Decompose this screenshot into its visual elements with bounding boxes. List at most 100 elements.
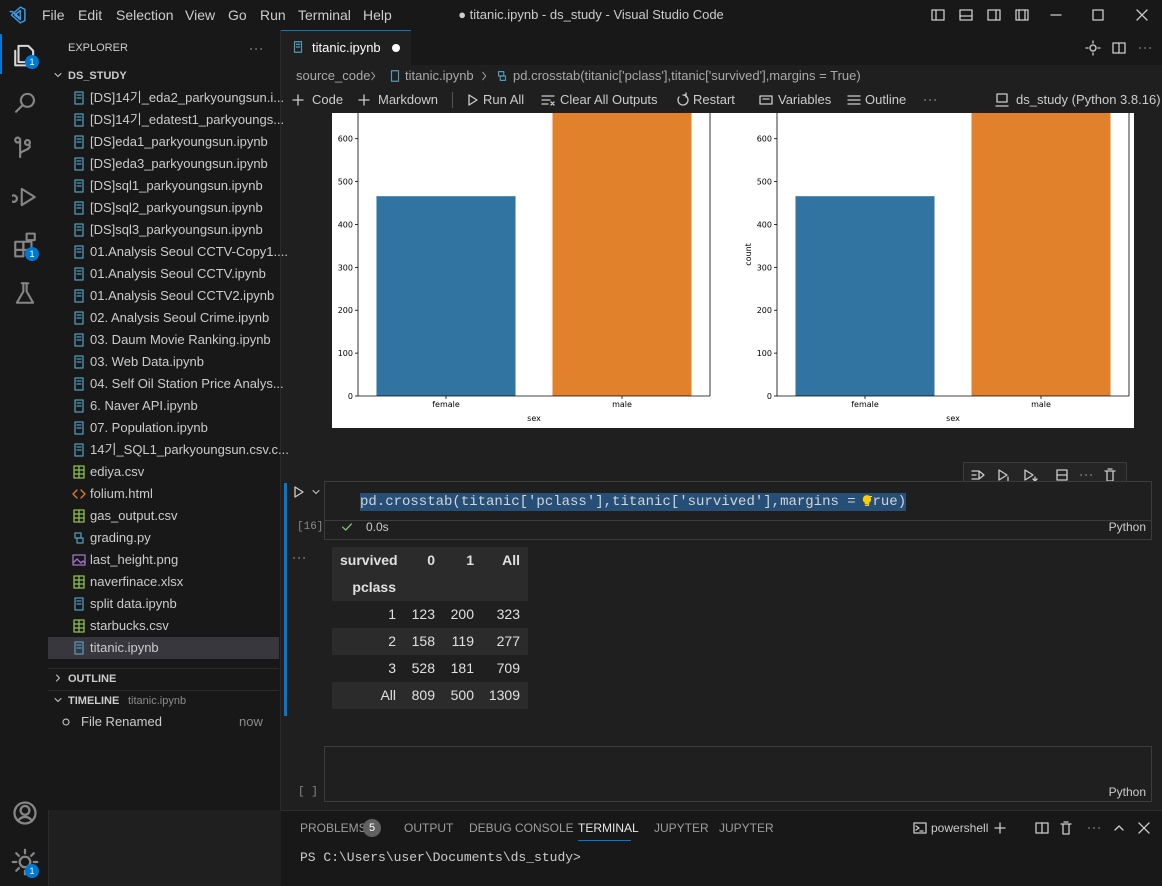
split-editor[interactable] [1111, 40, 1127, 56]
panel-action[interactable] [1058, 820, 1074, 836]
file-name[interactable]: 03. Web Data.ipynb [90, 354, 204, 369]
outline-header[interactable]: OUTLINE [68, 673, 117, 685]
breadcrumb[interactable]: pd.crosstab(titanic['pclass'],titanic['s… [513, 68, 861, 83]
file-name[interactable]: 03. Daum Movie Ranking.ipynb [90, 332, 271, 347]
account-icon[interactable] [11, 799, 39, 827]
toolbar-button[interactable]: Code [312, 92, 344, 107]
settings-gear[interactable] [1085, 40, 1101, 56]
menu-item[interactable]: Help [363, 7, 392, 23]
panel-tab[interactable]: PROBLEMS [300, 821, 367, 835]
breadcrumb[interactable]: titanic.ipynb [405, 68, 474, 83]
panel-action[interactable] [1034, 820, 1050, 836]
file-name[interactable]: 01.Analysis Seoul CCTV-Copy1.... [90, 244, 288, 259]
file-name[interactable]: gas_output.csv [90, 508, 178, 523]
panel-action[interactable] [1086, 820, 1102, 836]
cell-action[interactable] [970, 467, 986, 483]
layout-toggle[interactable] [1014, 7, 1030, 23]
toolbar-button[interactable]: Markdown [378, 92, 438, 107]
selected-file [48, 637, 279, 659]
file-name[interactable]: [DS]eda3_parkyoungsun.ipynb [90, 156, 268, 171]
toolbar-icon [292, 94, 304, 106]
file-name[interactable]: [DS]14기_eda2_parkyoungsun.i... [90, 90, 285, 105]
menu-item[interactable]: Go [228, 7, 247, 23]
panel-tab[interactable]: JUPYTER [719, 821, 774, 835]
file-name[interactable]: [DS]eda1_parkyoungsun.ipynb [90, 134, 268, 149]
file-icon-shape [76, 380, 82, 385]
cell-action[interactable] [996, 467, 1012, 483]
menu-item[interactable]: File [42, 7, 65, 23]
cell-language[interactable]: Python [1108, 520, 1146, 534]
file-name[interactable]: 01.Analysis Seoul CCTV.ipynb [90, 266, 266, 281]
panel-action[interactable] [1136, 820, 1152, 836]
file-name[interactable]: starbucks.csv [90, 618, 169, 633]
file-icon-shape [74, 333, 84, 347]
file-name[interactable]: split data.ipynb [90, 596, 177, 611]
search-icon[interactable] [12, 89, 38, 115]
file-name[interactable]: 07. Population.ipynb [90, 420, 208, 435]
run-cell[interactable] [291, 484, 307, 500]
panel-tab[interactable]: JUPYTER [654, 821, 709, 835]
file-name[interactable]: naverfinace.xlsx [90, 574, 184, 589]
terminal-shell[interactable]: powershell [931, 821, 989, 835]
file-name[interactable]: 01.Analysis Seoul CCTV2.ipynb [90, 288, 275, 303]
minimize[interactable] [1048, 7, 1064, 23]
file-name[interactable]: 14기_SQL1_parkyoungsun.csv.c... [90, 442, 289, 457]
breadcrumb[interactable]: source_code [296, 68, 371, 83]
timeline-dot-shape [62, 718, 70, 726]
file-name[interactable]: [DS]14기_edatest1_parkyoungs... [90, 112, 285, 127]
run-debug-icon[interactable] [12, 184, 38, 210]
maximize[interactable] [1090, 7, 1106, 23]
menu-item[interactable]: Terminal [298, 7, 351, 23]
file-name[interactable]: [DS]sql3_parkyoungsun.ipynb [90, 222, 263, 237]
menu-item[interactable]: View [185, 7, 216, 23]
file-name[interactable]: ediya.csv [90, 464, 145, 479]
x-tick-label: female [432, 400, 460, 409]
file-name[interactable]: folium.html [90, 486, 153, 501]
more-actions[interactable] [248, 41, 264, 57]
layout-toggle[interactable] [986, 7, 1002, 23]
source-control-icon[interactable] [12, 136, 38, 162]
toolbar-button[interactable]: Run All [483, 92, 525, 107]
panel-tab[interactable]: TERMINAL [578, 821, 639, 835]
panel-tab[interactable]: OUTPUT [404, 821, 454, 835]
empty-cell[interactable] [324, 746, 1152, 802]
file-name[interactable]: 02. Analysis Seoul Crime.ipynb [90, 310, 270, 325]
layout-toggle[interactable] [930, 7, 946, 23]
cell-action[interactable] [1054, 467, 1070, 483]
toolbar-button[interactable]: Restart [693, 92, 735, 107]
tab-file-icon-shape [295, 43, 301, 48]
breadcrumb-icon-shape [497, 71, 505, 77]
close[interactable] [1134, 7, 1150, 23]
file-name[interactable]: [DS]sql2_parkyoungsun.ipynb [90, 200, 263, 215]
editor-tab[interactable] [281, 30, 411, 65]
menu-item[interactable]: Selection [116, 7, 174, 23]
toolbar-button[interactable]: Variables [778, 92, 832, 107]
file-name[interactable]: last_height.png [90, 552, 179, 567]
file-icon [74, 267, 84, 281]
file-name[interactable]: 04. Self Oil Station Price Analys... [90, 376, 284, 391]
layout-toggle[interactable] [958, 7, 974, 23]
file-name[interactable]: [DS]sql1_parkyoungsun.ipynb [90, 178, 263, 193]
kernel-picker[interactable]: ds_study (Python 3.8.16) [1016, 92, 1161, 107]
panel-action[interactable] [992, 820, 1008, 836]
x-axis-label: sex [946, 414, 960, 423]
timeline-header[interactable]: TIMELINE [68, 695, 120, 707]
toolbar-button[interactable]: Clear All Outputs [560, 92, 658, 107]
toolbar-button[interactable]: Outline [865, 92, 907, 107]
menu-item[interactable]: Run [260, 7, 286, 23]
cell-action[interactable] [1078, 467, 1094, 483]
breadcrumb-icon-shape [390, 70, 400, 82]
file-name[interactable]: titanic.ipynb [90, 640, 159, 655]
output-more[interactable] [291, 550, 307, 566]
more-actions[interactable] [1137, 40, 1153, 56]
layout-toggle-shape [959, 9, 973, 21]
panel-action[interactable] [1111, 820, 1127, 836]
menu-item[interactable]: Edit [78, 7, 103, 23]
testing-icon[interactable] [12, 280, 38, 306]
file-icon [74, 179, 84, 193]
panel-tab[interactable]: DEBUG CONSOLE [469, 821, 574, 835]
cell-language[interactable]: Python [1108, 785, 1146, 799]
file-name[interactable]: grading.py [90, 530, 151, 545]
more-actions[interactable] [922, 92, 938, 108]
file-name[interactable]: 6. Naver API.ipynb [90, 398, 198, 413]
